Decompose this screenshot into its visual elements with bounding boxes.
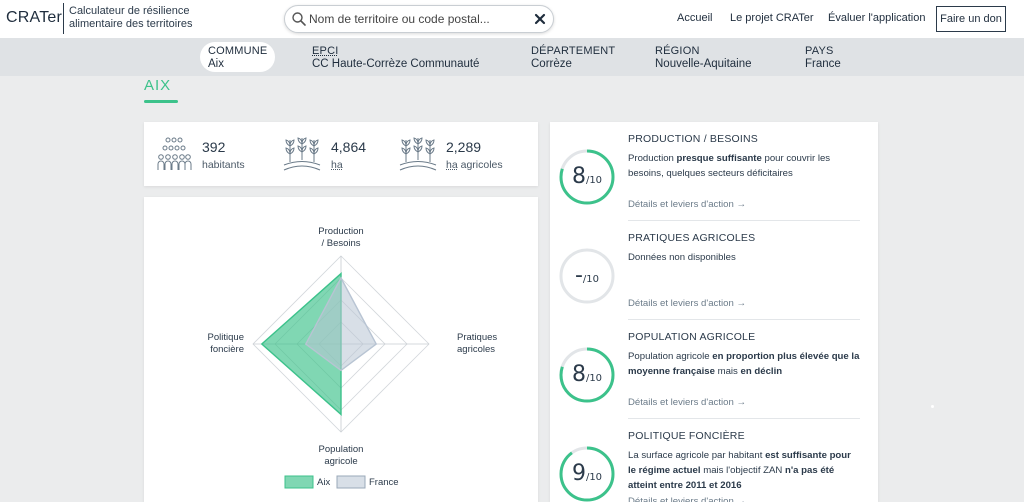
indicator-description: Population agricole en proportion plus é… xyxy=(628,351,860,377)
search-icon[interactable] xyxy=(291,11,307,27)
radar-axis-label: Politique foncière xyxy=(208,332,244,355)
territory-level-label: COMMUNE xyxy=(208,45,268,57)
radar-card: Production / Besoins Pratiques agricoles Pop… xyxy=(144,197,538,502)
nav-link-evaluer[interactable]: Évaluer l'application xyxy=(828,12,926,24)
score-value: 8/10 xyxy=(571,362,603,387)
legend-swatch-aix xyxy=(284,475,314,489)
app-logo[interactable]: CRATer xyxy=(6,9,63,26)
score-ring-graphic xyxy=(559,149,615,205)
score-ring-graphic xyxy=(559,446,615,502)
radar-series-france xyxy=(304,276,378,372)
stat-value-habitants: 392 xyxy=(202,139,226,155)
indicator-title-politique-fonci-re[interactable]: POLITIQUE FONCIÈRE xyxy=(628,430,745,442)
radar-chart: Production / Besoins Pratiques agricoles Pop… xyxy=(208,226,497,489)
territory-region[interactable]: RÉGION Nouvelle-Aquitaine xyxy=(647,42,760,72)
territory-epci[interactable]: EPCI CC Haute-Corrèze Communauté xyxy=(304,42,487,72)
indicators-card: PRODUCTION / BESOINS Production presque s… xyxy=(550,122,878,502)
stat-label-agricole: ha agricoles xyxy=(446,159,503,171)
score-value: 9/10 xyxy=(571,461,603,486)
indicator-details-link[interactable]: Détails et leviers d'action → xyxy=(628,298,747,309)
indicator-title-pratiques-agricoles[interactable]: PRATIQUES AGRICOLES xyxy=(628,232,756,244)
radar-axis-label: Pratiques agricoles xyxy=(457,332,497,355)
legend-label-france: France xyxy=(369,477,399,488)
stat-label-agricoles: agricoles xyxy=(460,159,503,171)
legend-label-aix: Aix xyxy=(317,477,330,488)
territory-departement[interactable]: DÉPARTEMENT Corrèze xyxy=(523,42,623,72)
score-ring-progress xyxy=(559,446,615,502)
indicator-details-link[interactable]: Détails et leviers d'action → xyxy=(628,199,747,210)
score-ring-pratiques-agricoles: -/10 xyxy=(558,247,616,305)
territory-bar: COMMUNE Aix EPCI CC Haute-Corrèze Commun… xyxy=(0,38,1024,76)
score-value: -/10 xyxy=(574,263,600,288)
territory-level-label: PAYS xyxy=(805,45,834,57)
radar-axis-label: Population agricole xyxy=(319,444,364,467)
stats-card: 392 habitants 4,864 ha 2,289 ha agricole… xyxy=(144,122,538,186)
indicator-description: La surface agricole par habitant est suf… xyxy=(628,450,851,491)
search-input[interactable] xyxy=(309,9,519,29)
decorative-dot xyxy=(931,405,934,408)
nav-link-projet[interactable]: Le projet CRATer xyxy=(730,12,814,24)
score-ring-politique-fonci-re: 9/10 xyxy=(558,445,616,502)
territory-value: Aix xyxy=(208,58,224,70)
score-ring-progress xyxy=(559,149,615,205)
indicator-separator xyxy=(628,319,860,320)
agricultural-land-icon xyxy=(399,137,437,171)
app-tagline: Calculateur de résilience alimentaire de… xyxy=(69,5,193,30)
search-box xyxy=(284,5,554,33)
indicator-description: Données non disponibles xyxy=(628,252,736,263)
territory-value: France xyxy=(805,58,841,70)
territory-level-label: DÉPARTEMENT xyxy=(531,45,616,57)
territory-level-label: EPCI xyxy=(312,45,339,57)
donate-button[interactable]: Faire un don xyxy=(936,6,1006,32)
indicator-title-population-agricole[interactable]: POPULATION AGRICOLE xyxy=(628,331,756,343)
stat-unit-ha: ha xyxy=(446,159,458,171)
territory-value: Nouvelle-Aquitaine xyxy=(655,58,752,70)
territory-level-label: RÉGION xyxy=(655,45,700,57)
radar-axis-label: Production / Besoins xyxy=(318,226,363,249)
score-ring-population-agricole: 8/10 xyxy=(558,346,616,404)
people-icon xyxy=(157,137,192,170)
score-ring-progress xyxy=(559,347,615,403)
logo-divider xyxy=(63,3,64,34)
stat-label-surface: ha xyxy=(331,159,343,171)
score-ring-production-besoins: 8/10 xyxy=(558,148,616,206)
stat-value-surface: 4,864 xyxy=(331,139,367,155)
territory-commune[interactable]: COMMUNE Aix xyxy=(200,42,276,72)
page-title: AIX xyxy=(144,77,172,94)
title-underline xyxy=(144,100,178,103)
territory-value: Corrèze xyxy=(531,58,572,70)
indicator-details-link[interactable]: Détails et leviers d'action → xyxy=(628,496,747,502)
score-ring-track xyxy=(559,248,615,304)
legend-swatch-france xyxy=(336,475,366,489)
nav-link-accueil[interactable]: Accueil xyxy=(677,12,713,24)
indicator-title-production-besoins[interactable]: PRODUCTION / BESOINS xyxy=(628,133,759,145)
header: CRATer Calculateur de résilience aliment… xyxy=(0,0,1024,38)
stat-label-habitants: habitants xyxy=(202,159,245,171)
indicator-separator xyxy=(628,418,860,419)
crops-icon xyxy=(283,137,321,171)
territory-pays[interactable]: PAYS France xyxy=(797,42,849,72)
indicator-description: Production presque suffisante pour couvr… xyxy=(628,153,831,179)
indicator-separator xyxy=(628,220,860,221)
score-ring-graphic xyxy=(559,248,615,304)
close-icon[interactable] xyxy=(533,12,547,26)
score-ring-graphic xyxy=(559,347,615,403)
score-value: 8/10 xyxy=(571,164,603,189)
stat-value-agricole: 2,289 xyxy=(446,139,482,155)
territory-value: CC Haute-Corrèze Communauté xyxy=(312,58,480,70)
indicator-details-link[interactable]: Détails et leviers d'action → xyxy=(628,397,747,408)
